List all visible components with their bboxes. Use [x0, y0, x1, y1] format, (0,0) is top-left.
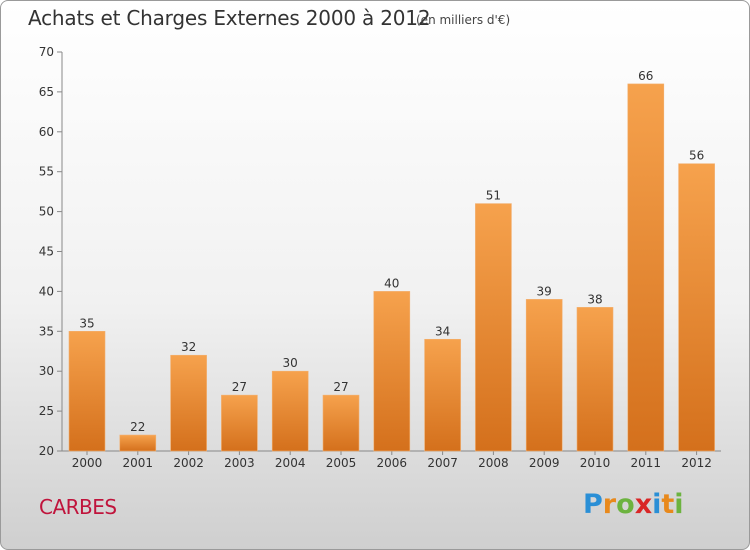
x-tick-label-2001: 2001 [123, 456, 154, 470]
y-tick-label: 65 [39, 85, 54, 99]
bar-2010 [576, 307, 614, 452]
logo-letter: t [661, 489, 675, 520]
y-tick-label: 55 [39, 165, 54, 179]
x-tick-label-2006: 2006 [377, 456, 408, 470]
value-label-2000: 35 [79, 316, 94, 330]
y-tick-label: 35 [39, 324, 54, 338]
logo-letter: i [652, 489, 662, 520]
logo-letter: P [583, 489, 603, 520]
y-tick-label: 45 [39, 245, 54, 259]
value-label-2004: 30 [283, 356, 298, 370]
x-tick-label-2008: 2008 [478, 456, 509, 470]
value-label-2003: 27 [232, 380, 247, 394]
x-tick-label-2002: 2002 [173, 456, 204, 470]
x-tick-label-2009: 2009 [529, 456, 560, 470]
x-tick-label-2004: 2004 [275, 456, 306, 470]
y-tick-label: 60 [39, 125, 54, 139]
bar-2004 [271, 370, 309, 452]
value-label-2001: 22 [130, 420, 145, 434]
y-tick-label: 30 [39, 364, 54, 378]
y-tick-label: 25 [39, 404, 54, 418]
bar-2005 [322, 394, 360, 452]
bar-2003 [221, 394, 258, 452]
bar-2001 [119, 434, 157, 452]
x-tick-label-2005: 2005 [326, 456, 357, 470]
chart-title: Achats et Charges Externes 2000 à 2012 [28, 6, 431, 30]
value-label-2007: 34 [435, 324, 450, 338]
y-tick-label: 50 [39, 205, 54, 219]
y-tick-label: 40 [39, 284, 54, 298]
x-tick-label-2007: 2007 [427, 456, 458, 470]
bar-2009 [525, 299, 563, 452]
bar-2000 [68, 330, 106, 452]
logo-letter: o [616, 489, 635, 520]
x-tick-label-2000: 2000 [72, 456, 103, 470]
bar-2008 [475, 203, 512, 452]
value-label-2002: 32 [181, 340, 196, 354]
x-tick-label-2003: 2003 [224, 456, 255, 470]
value-label-2008: 51 [486, 189, 501, 203]
value-label-2012: 56 [689, 149, 704, 163]
value-label-2010: 38 [587, 292, 602, 306]
value-label-2006: 40 [384, 276, 399, 290]
x-tick-label-2011: 2011 [631, 456, 662, 470]
bar-2011 [627, 83, 665, 452]
x-tick-label-2012: 2012 [681, 456, 712, 470]
logo-letter: r [602, 489, 617, 520]
bar-2012 [678, 163, 715, 452]
chart-subtitle: (en milliers d'€) [416, 13, 511, 27]
town-name: CARBES [39, 495, 117, 519]
proxiti-logo[interactable]: Proxiti [583, 489, 684, 520]
bar-2002 [170, 354, 207, 452]
x-tick-label-2010: 2010 [580, 456, 611, 470]
y-tick-label: 20 [39, 444, 54, 458]
logo-letter: x [634, 489, 653, 520]
logo-letter: i [674, 489, 684, 520]
value-label-2009: 39 [537, 284, 552, 298]
value-label-2005: 27 [333, 380, 348, 394]
value-label-2011: 66 [638, 69, 653, 83]
bar-2006 [373, 291, 411, 452]
y-tick-label: 70 [39, 45, 54, 59]
bar-2007 [424, 338, 461, 452]
